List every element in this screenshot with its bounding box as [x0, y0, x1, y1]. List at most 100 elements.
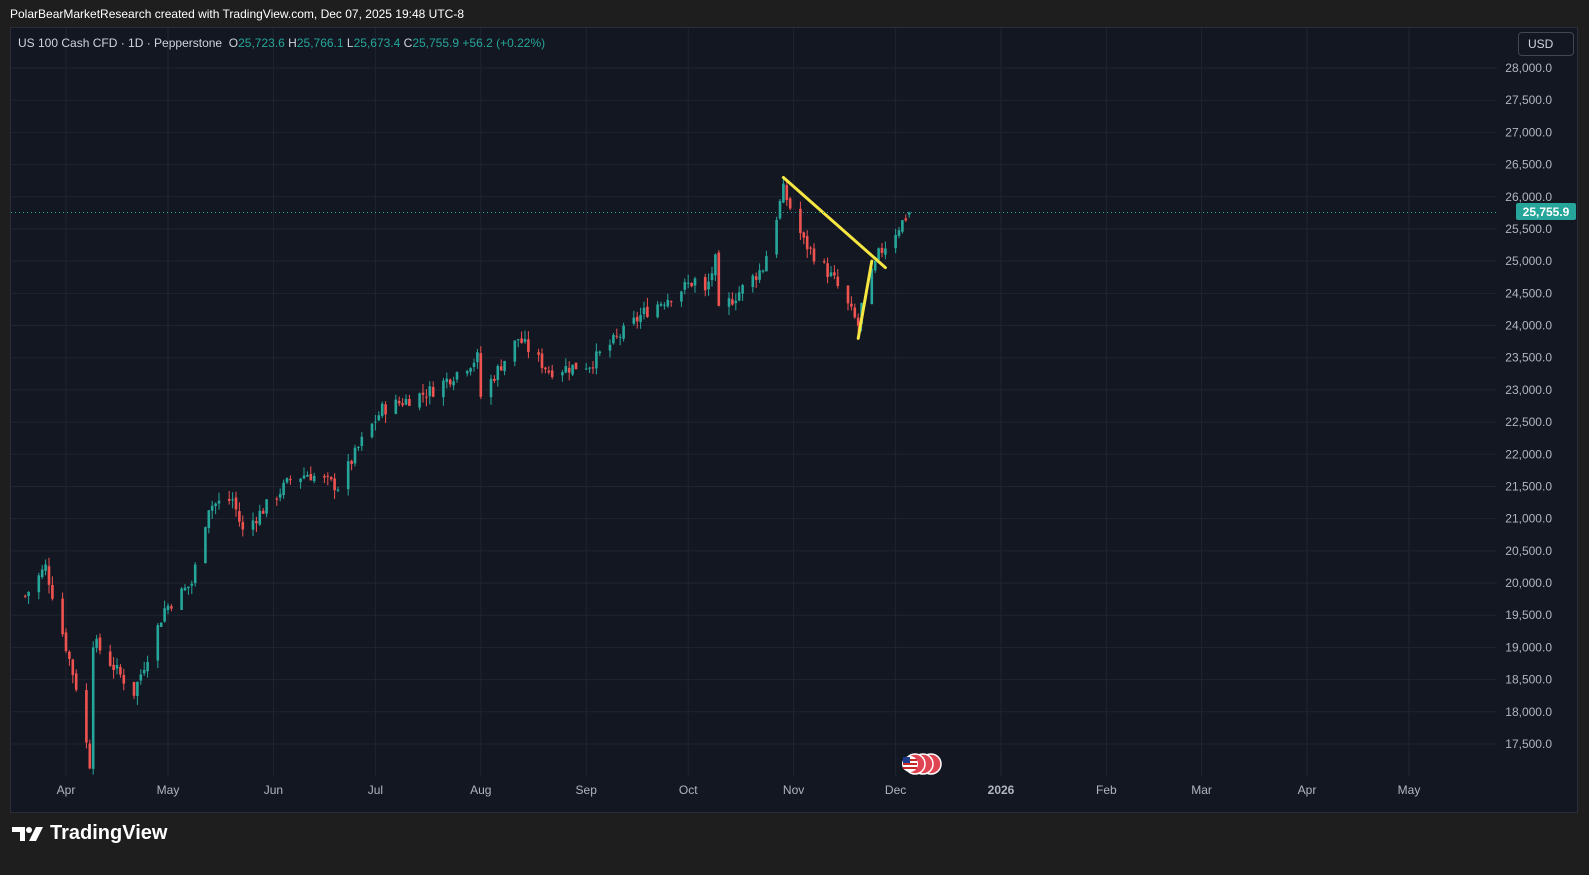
candle-body: [907, 212, 911, 215]
candle-body: [513, 340, 517, 362]
candle-body: [561, 372, 564, 376]
candle-body: [377, 415, 381, 421]
candle-body: [877, 248, 880, 260]
candle-body: [68, 651, 71, 659]
candle-body: [156, 625, 160, 661]
candle-body: [302, 475, 306, 479]
candle-body: [527, 339, 530, 352]
candles: [23, 176, 911, 775]
candle-body: [901, 220, 904, 232]
candle-body: [714, 254, 717, 276]
candle-body: [401, 403, 404, 406]
candle-body: [112, 664, 115, 670]
candle-body: [360, 436, 364, 447]
candle-body: [805, 235, 809, 250]
candle-body: [567, 367, 571, 373]
time-tick-label: Dec: [885, 783, 906, 797]
candle-body: [775, 219, 778, 255]
candle-body: [564, 366, 568, 373]
symbol-name: US 100 Cash CFD · 1D · Pepperstone: [18, 36, 223, 50]
candle-body: [836, 276, 840, 286]
open-value: 25,723.6: [238, 36, 285, 50]
us-flag-icon[interactable]: [902, 753, 942, 775]
candle-body: [754, 276, 758, 280]
candle-body: [275, 498, 279, 500]
brand-name: TradingView: [50, 822, 168, 844]
time-tick-label: Apr: [1298, 783, 1317, 797]
candle-body: [210, 505, 214, 511]
candle-body: [91, 647, 95, 769]
candle-body: [445, 378, 449, 383]
candle-body: [785, 185, 789, 201]
open-label: O: [228, 36, 239, 50]
candle-body: [47, 566, 51, 585]
candle-body: [489, 378, 493, 398]
candle-body: [829, 272, 833, 277]
candle-body: [574, 362, 578, 370]
price-tick-label: 18,500.0: [1505, 673, 1552, 687]
price-tick-label: 28,000.0: [1505, 61, 1552, 75]
candle-body: [707, 281, 710, 290]
candle-body: [183, 587, 187, 591]
candle-body: [227, 498, 231, 501]
candle-body: [306, 474, 309, 477]
time-tick-label: Jun: [264, 783, 283, 797]
price-tick-label: 23,500.0: [1505, 351, 1552, 365]
price-tick-label: 20,500.0: [1505, 544, 1552, 558]
candle-body: [193, 564, 197, 584]
chart-frame[interactable]: 28,000.0 27,500.0 27,000.0 26,500.0 26,000.0…: [10, 27, 1578, 813]
candle-body: [23, 595, 27, 597]
price-tick-label: 19,500.0: [1505, 608, 1552, 622]
candle-body: [234, 497, 238, 510]
candle-body: [312, 475, 316, 482]
candle-body: [425, 396, 428, 398]
candle-body: [571, 364, 574, 375]
candle-body: [258, 510, 262, 525]
candle-body: [656, 304, 659, 318]
candle-body: [384, 404, 387, 415]
price-tick-label: 26,000.0: [1505, 190, 1552, 204]
candle-body: [469, 368, 472, 372]
candle-body: [632, 317, 636, 324]
candle-body: [408, 399, 411, 406]
candle-body: [680, 291, 683, 302]
candle-body: [588, 367, 591, 369]
candle-body: [64, 632, 68, 652]
candle-body: [615, 335, 619, 337]
candle-body: [646, 306, 649, 317]
candle-body: [115, 664, 119, 669]
candle-body: [85, 690, 88, 743]
candle-body: [204, 527, 207, 564]
time-tick-label: Oct: [679, 783, 698, 797]
candle-body: [479, 353, 483, 397]
candle-body: [61, 598, 64, 635]
price-axis[interactable]: 28,000.0 27,500.0 27,000.0 26,500.0 26,000.0…: [1505, 61, 1552, 751]
candle-body: [544, 367, 547, 370]
low-label: L: [346, 36, 354, 50]
chart-attribution: PolarBearMarketResearch created with Tra…: [10, 7, 465, 21]
time-tick-label: Nov: [783, 783, 804, 797]
time-tick-label: 2026: [988, 783, 1015, 797]
candle-body: [187, 586, 190, 589]
time-axis[interactable]: Apr May Jun Jul Aug Sep Oct Nov Dec 2026 Feb Mar Apr…: [57, 783, 1421, 797]
candle-body: [731, 299, 734, 305]
candle-body: [826, 263, 829, 277]
time-tick-label: Mar: [1191, 783, 1212, 797]
price-tick-label: 22,500.0: [1505, 415, 1552, 429]
candle-body: [132, 681, 136, 696]
candle-body: [591, 367, 595, 369]
candle-body: [598, 351, 602, 354]
candle-body: [265, 499, 268, 514]
trendline-drawings[interactable]: [781, 175, 887, 340]
candle-body: [873, 260, 877, 271]
candle-body: [476, 352, 479, 363]
last-price-label: 25,755.9: [1516, 203, 1576, 221]
candlestick-chart[interactable]: 28,000.0 27,500.0 27,000.0 26,500.0 26,000.0…: [11, 28, 1577, 812]
candle-body: [523, 338, 527, 342]
currency-button[interactable]: USD: [1518, 32, 1574, 56]
candle-body: [669, 301, 673, 303]
candle-body: [323, 475, 326, 478]
tradingview-brand[interactable]: TradingView: [12, 822, 167, 845]
candle-body: [394, 399, 398, 414]
price-tick-label: 27,500.0: [1505, 93, 1552, 107]
